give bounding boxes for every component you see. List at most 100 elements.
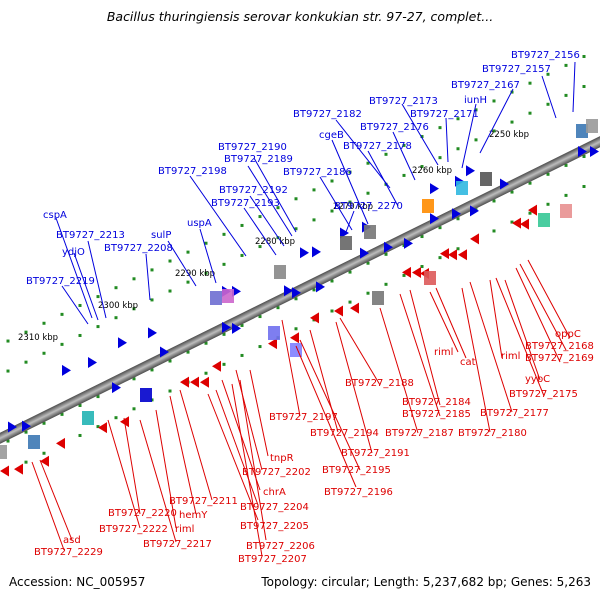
gene-label-forward: BT9727_2190	[218, 142, 287, 153]
leader-line	[489, 279, 503, 359]
reverse-label-lines	[31, 259, 571, 557]
leader-line	[409, 289, 441, 406]
genome-backbone	[0, 99, 600, 481]
tick-dot	[546, 202, 550, 206]
reverse-gene-arrow	[310, 312, 319, 324]
forward-gene-arrow	[578, 145, 587, 157]
gene-label-reverse: BT9727_2217	[143, 539, 212, 550]
feature-box	[268, 326, 280, 340]
leader-line	[167, 240, 197, 287]
tick-dot	[114, 416, 118, 420]
feature-box	[340, 236, 352, 250]
reverse-gene-arrow	[458, 249, 467, 261]
forward-gene-arrow	[590, 146, 599, 158]
leader-line	[339, 317, 381, 386]
gene-label-reverse: BT9727_2229	[34, 547, 103, 558]
gene-label-reverse: BT9727_2180	[458, 428, 527, 439]
tick-dot	[150, 368, 154, 372]
tick-dot	[546, 172, 550, 176]
tick-dot	[6, 439, 10, 443]
tick-dot	[474, 108, 478, 112]
forward-gene-arrow	[430, 183, 439, 195]
gene-label-reverse: BT9727_2196	[324, 487, 393, 498]
tick-dot	[78, 433, 82, 437]
reverse-gene-arrow	[402, 266, 411, 278]
tick-dot	[222, 232, 226, 236]
leader-line	[445, 117, 449, 163]
leader-line	[61, 285, 89, 325]
forward-gene-arrow	[62, 364, 71, 376]
forward-gene-arrow	[300, 247, 309, 259]
feature-box	[364, 225, 376, 239]
tick-dot	[222, 332, 226, 336]
gene-label-reverse: riml	[434, 347, 453, 358]
gene-label-forward: ydjO	[62, 247, 85, 258]
reverse-gene-arrow	[334, 305, 343, 317]
tick-dot	[474, 138, 478, 142]
tick-dot	[384, 152, 388, 156]
kbp-label: 2310 kbp	[18, 333, 58, 343]
tick-dot	[366, 261, 370, 265]
reverse-gene-arrow	[440, 248, 449, 260]
tick-dot	[114, 316, 118, 320]
forward-gene-arrow	[232, 285, 241, 297]
gene-label-reverse: BT9727_2206	[246, 541, 315, 552]
gene-label-reverse: BT9727_2191	[341, 448, 410, 459]
feature-box	[0, 445, 7, 459]
tick-dot	[528, 211, 532, 215]
tick-dot	[294, 227, 298, 231]
gene-label-forward: BT9727_2186	[283, 167, 352, 178]
tick-dot	[24, 460, 28, 464]
leader-line	[469, 281, 513, 413]
tick-dot	[492, 229, 496, 233]
tick-dot	[546, 102, 550, 106]
tick-dot	[150, 298, 154, 302]
leader-line	[239, 379, 267, 541]
reverse-gene-arrow	[56, 437, 65, 449]
leader-line	[139, 419, 177, 543]
feature-box	[576, 124, 588, 138]
tick-dot	[438, 256, 442, 260]
leader-line	[145, 253, 151, 301]
tick-dot	[186, 250, 190, 254]
forward-gene-arrow	[466, 165, 475, 177]
gene-label-reverse: BT9727_2184	[402, 397, 471, 408]
tick-dot	[312, 288, 316, 292]
leader-line	[461, 287, 491, 433]
leader-line	[55, 217, 93, 319]
gene-label-forward: BT9727_2193	[211, 198, 280, 209]
forward-gene-arrow	[222, 321, 231, 333]
feature-box	[480, 172, 492, 186]
leader-line	[495, 277, 545, 397]
gene-label-forward: BT9727_2182	[293, 109, 362, 120]
tick-dot	[330, 209, 334, 213]
reverse-gene-arrow	[0, 465, 9, 477]
tick-dot	[348, 170, 352, 174]
tick-dot	[96, 295, 100, 299]
tick-dot	[528, 81, 532, 85]
tick-dot	[564, 193, 568, 197]
tick-dot	[348, 200, 352, 204]
tick-dot	[186, 280, 190, 284]
leader-line	[39, 459, 73, 541]
feature-box	[560, 204, 572, 218]
leader-line	[231, 383, 263, 557]
tick-dot	[366, 161, 370, 165]
leader-line	[429, 291, 459, 353]
gene-label-reverse: cat	[460, 357, 476, 368]
reverse-gene-arrow	[350, 302, 359, 314]
reverse-gene-arrow	[412, 266, 421, 278]
tick-dot	[330, 309, 334, 313]
reverse-gene-arrow	[520, 218, 529, 230]
gene-label-reverse: tnpR	[270, 453, 294, 464]
reverse-gene-arrow	[190, 376, 199, 388]
tick-dot	[582, 155, 586, 159]
reverse-gene-arrow	[200, 376, 209, 388]
gene-label-reverse: hemY	[179, 510, 208, 521]
gene-label-reverse: riml	[175, 524, 194, 535]
reverse-gene-arrow	[98, 422, 107, 434]
leader-line	[319, 176, 353, 231]
leader-line	[519, 263, 567, 351]
gene-label-reverse: BT9727_2204	[240, 502, 309, 513]
